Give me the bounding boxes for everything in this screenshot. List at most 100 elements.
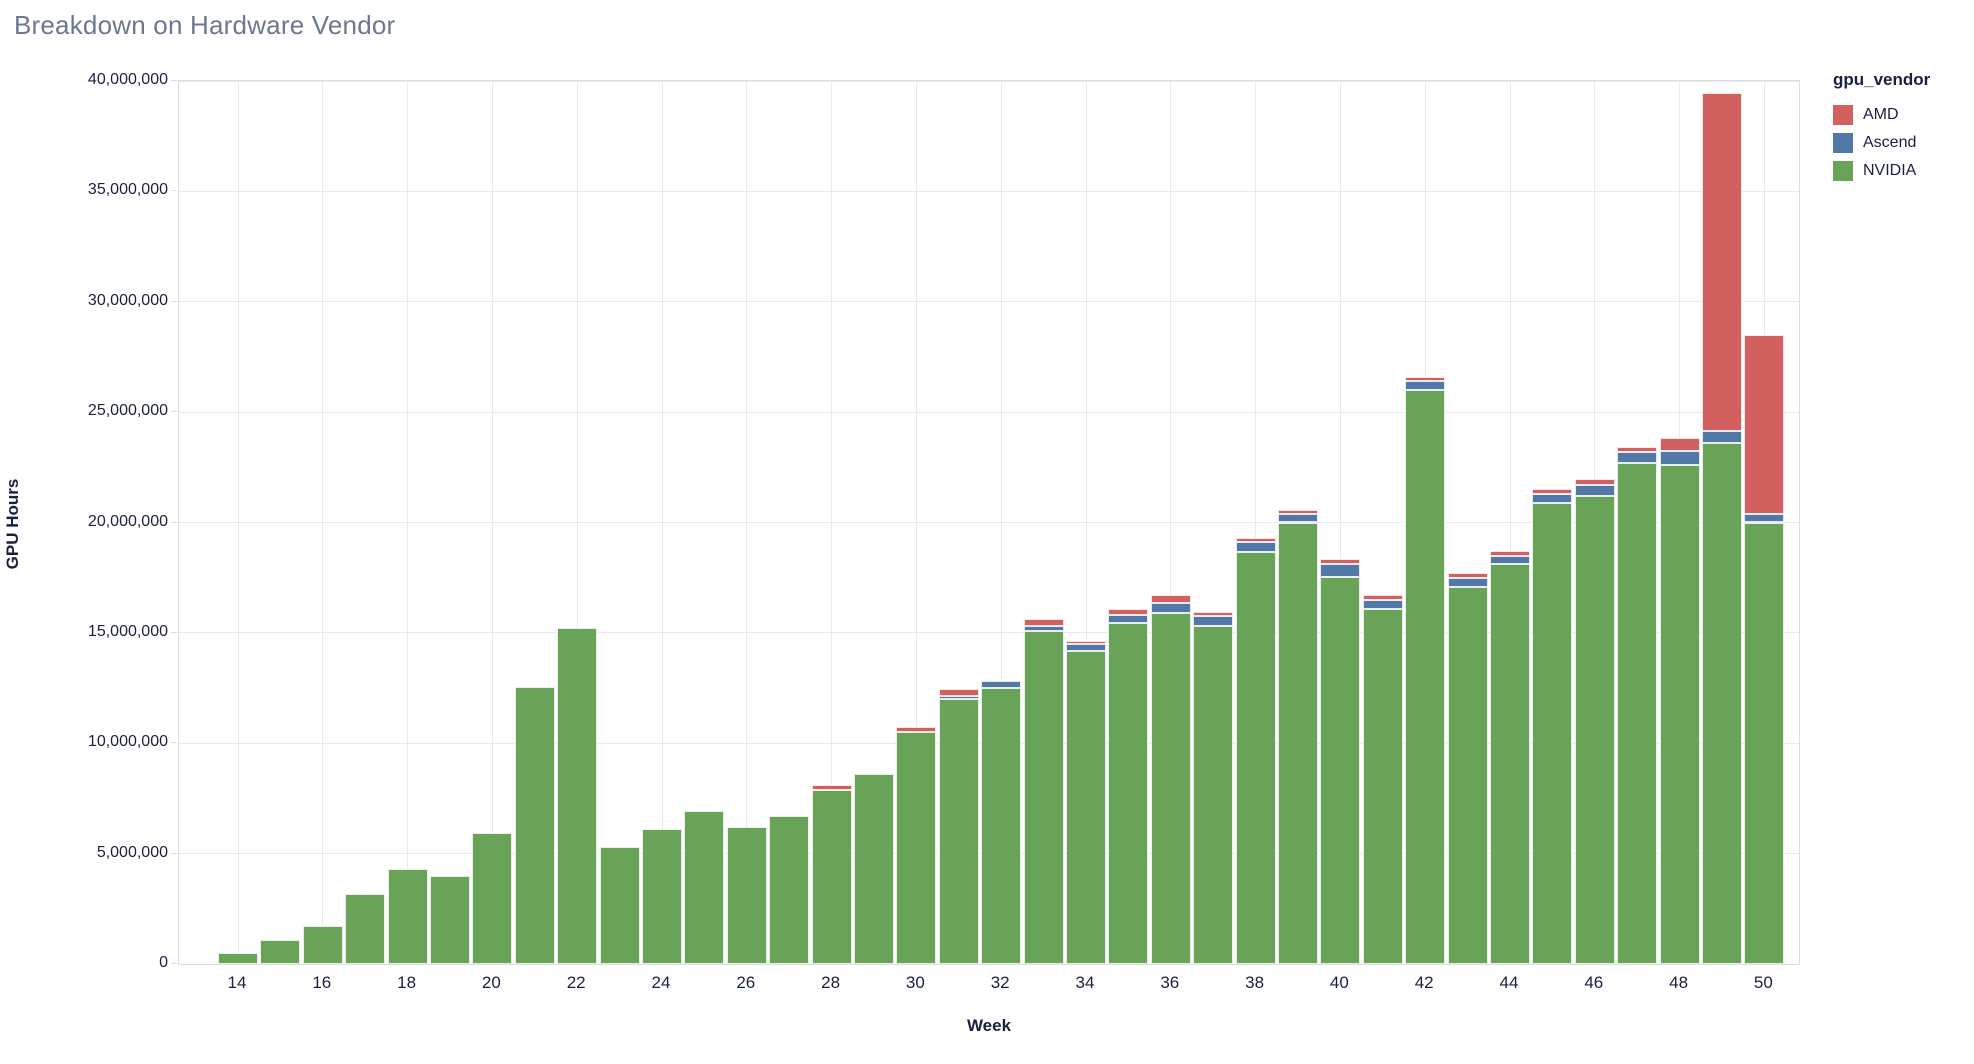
bar-segment-nvidia-week-19[interactable] [430, 875, 470, 964]
bar-segment-amd-week-46[interactable] [1574, 479, 1615, 485]
bar-segment-amd-week-31[interactable] [938, 689, 979, 696]
bar-segment-ascend-week-35[interactable] [1108, 615, 1149, 623]
bar-segment-nvidia-week-42[interactable] [1405, 390, 1446, 964]
bar-segment-nvidia-week-47[interactable] [1617, 462, 1658, 964]
bar-segment-amd-week-28[interactable] [811, 785, 852, 790]
bar-segment-ascend-week-43[interactable] [1447, 577, 1488, 587]
bar-week-34[interactable] [1066, 81, 1106, 964]
bar-segment-nvidia-week-41[interactable] [1362, 608, 1403, 964]
bar-week-18[interactable] [387, 81, 428, 964]
bar-segment-nvidia-week-24[interactable] [642, 829, 682, 964]
bar-segment-nvidia-week-18[interactable] [387, 869, 428, 964]
bar-segment-amd-week-48[interactable] [1659, 437, 1700, 451]
bar-segment-nvidia-week-30[interactable] [896, 732, 937, 964]
bar-week-30[interactable] [896, 81, 937, 964]
bar-week-48[interactable] [1659, 81, 1700, 964]
bar-segment-nvidia-week-40[interactable] [1320, 576, 1361, 964]
bar-segment-amd-week-40[interactable] [1320, 558, 1361, 565]
bar-segment-ascend-week-46[interactable] [1574, 484, 1615, 496]
bar-segment-ascend-week-48[interactable] [1659, 450, 1700, 466]
bar-segment-nvidia-week-45[interactable] [1532, 502, 1573, 964]
bar-week-32[interactable] [981, 81, 1022, 964]
bar-segment-amd-week-36[interactable] [1150, 595, 1191, 604]
bar-segment-ascend-week-39[interactable] [1278, 513, 1318, 523]
bar-week-24[interactable] [642, 81, 682, 964]
bar-week-43[interactable] [1447, 81, 1488, 964]
bar-segment-nvidia-week-39[interactable] [1278, 522, 1318, 964]
bar-segment-amd-week-33[interactable] [1023, 618, 1064, 627]
bar-segment-nvidia-week-26[interactable] [726, 827, 767, 964]
bar-segment-amd-week-38[interactable] [1235, 537, 1276, 543]
bar-week-28[interactable] [811, 81, 852, 964]
bar-week-44[interactable] [1490, 81, 1530, 964]
bar-segment-amd-week-47[interactable] [1617, 447, 1658, 452]
bar-segment-ascend-week-38[interactable] [1235, 542, 1276, 553]
bar-segment-ascend-week-42[interactable] [1405, 381, 1446, 391]
bar-week-35[interactable] [1108, 81, 1149, 964]
bar-week-17[interactable] [345, 81, 386, 964]
bar-segment-nvidia-week-28[interactable] [811, 789, 852, 964]
bar-segment-amd-week-37[interactable] [1193, 611, 1234, 617]
bar-week-40[interactable] [1320, 81, 1361, 964]
bar-segment-ascend-week-50[interactable] [1744, 513, 1785, 523]
bar-segment-nvidia-week-38[interactable] [1235, 552, 1276, 964]
bar-segment-ascend-week-47[interactable] [1617, 451, 1658, 463]
bar-week-37[interactable] [1193, 81, 1234, 964]
bar-segment-nvidia-week-49[interactable] [1702, 443, 1742, 964]
bar-segment-nvidia-week-27[interactable] [769, 816, 810, 964]
bar-week-19[interactable] [430, 81, 470, 964]
bar-segment-amd-week-39[interactable] [1278, 510, 1318, 514]
bar-segment-amd-week-35[interactable] [1108, 608, 1149, 616]
bar-segment-nvidia-week-20[interactable] [472, 832, 513, 964]
bar-segment-nvidia-week-22[interactable] [557, 628, 598, 964]
bar-week-26[interactable] [726, 81, 767, 964]
bar-segment-nvidia-week-17[interactable] [345, 894, 386, 964]
bar-segment-nvidia-week-34[interactable] [1066, 650, 1106, 964]
bar-segment-ascend-week-36[interactable] [1150, 603, 1191, 613]
bar-segment-amd-week-41[interactable] [1362, 595, 1403, 600]
bar-segment-nvidia-week-43[interactable] [1447, 586, 1488, 964]
bar-week-27[interactable] [769, 81, 810, 964]
bar-segment-ascend-week-33[interactable] [1023, 626, 1064, 631]
bar-week-21[interactable] [514, 81, 555, 964]
bar-segment-nvidia-week-44[interactable] [1490, 564, 1530, 964]
bar-segment-nvidia-week-29[interactable] [854, 774, 894, 964]
bar-segment-nvidia-week-15[interactable] [260, 939, 301, 964]
bar-week-29[interactable] [854, 81, 894, 964]
bar-segment-ascend-week-32[interactable] [981, 681, 1022, 689]
bar-segment-nvidia-week-50[interactable] [1744, 522, 1785, 964]
bar-week-20[interactable] [472, 81, 513, 964]
bar-segment-ascend-week-34[interactable] [1066, 643, 1106, 651]
bar-segment-ascend-week-37[interactable] [1193, 616, 1234, 627]
bar-week-42[interactable] [1405, 81, 1446, 964]
bar-week-47[interactable] [1617, 81, 1658, 964]
bar-segment-nvidia-week-23[interactable] [599, 847, 640, 964]
bar-week-46[interactable] [1574, 81, 1615, 964]
bar-segment-amd-week-50[interactable] [1744, 334, 1785, 514]
bar-week-23[interactable] [599, 81, 640, 964]
bar-segment-amd-week-43[interactable] [1447, 573, 1488, 578]
bar-week-49[interactable] [1702, 81, 1742, 964]
bar-week-25[interactable] [684, 81, 725, 964]
bar-segment-nvidia-week-32[interactable] [981, 688, 1022, 964]
bar-segment-ascend-week-41[interactable] [1362, 599, 1403, 609]
bar-segment-amd-week-30[interactable] [896, 726, 937, 733]
bar-segment-nvidia-week-46[interactable] [1574, 496, 1615, 964]
bar-week-38[interactable] [1235, 81, 1276, 964]
bar-week-31[interactable] [938, 81, 979, 964]
bar-week-36[interactable] [1150, 81, 1191, 964]
bar-segment-amd-week-49[interactable] [1702, 93, 1742, 431]
bar-segment-nvidia-week-14[interactable] [218, 952, 258, 964]
bar-week-16[interactable] [302, 81, 343, 964]
bar-week-22[interactable] [557, 81, 598, 964]
bar-segment-nvidia-week-48[interactable] [1659, 465, 1700, 964]
bar-segment-amd-week-42[interactable] [1405, 376, 1446, 382]
bar-segment-ascend-week-44[interactable] [1490, 555, 1530, 565]
bar-segment-ascend-week-31[interactable] [938, 695, 979, 700]
bar-segment-nvidia-week-37[interactable] [1193, 626, 1234, 964]
bar-segment-amd-week-34[interactable] [1066, 640, 1106, 644]
bar-segment-nvidia-week-35[interactable] [1108, 622, 1149, 964]
bar-segment-nvidia-week-36[interactable] [1150, 613, 1191, 964]
bar-week-50[interactable] [1744, 81, 1785, 964]
bar-week-14[interactable] [218, 81, 258, 964]
